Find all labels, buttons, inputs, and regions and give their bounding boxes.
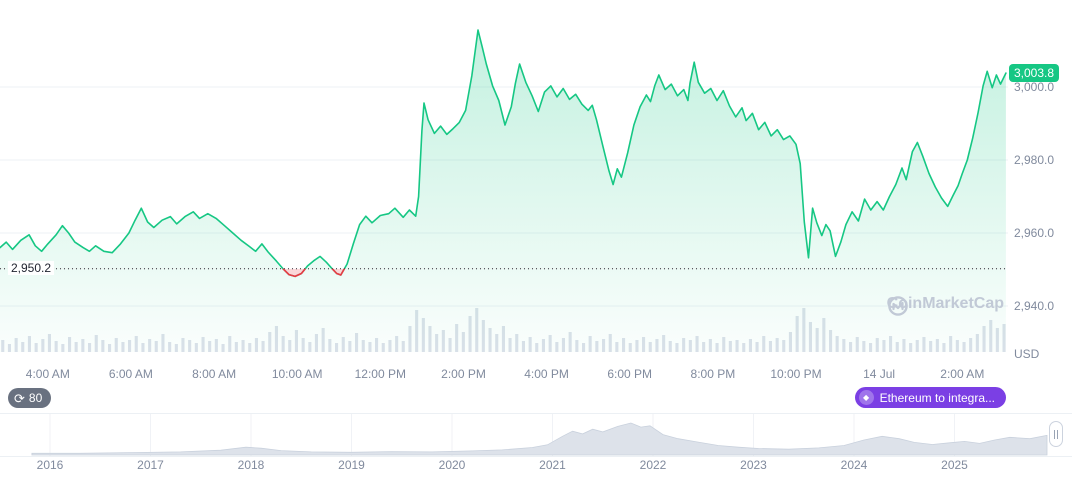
price-axis-label: 2,960.0 [1014, 226, 1055, 240]
time-axis-label: 8:00 PM [690, 367, 736, 381]
time-axis-label: 10:00 PM [770, 367, 822, 381]
news-flash-badge[interactable]: ◆ Ethereum to integra... [854, 387, 1006, 408]
time-axis-label: 10:00 AM [271, 367, 323, 381]
year-axis-label: 2019 [338, 458, 365, 472]
year-axis-label: 2016 [36, 458, 64, 472]
year-axis-label: 2017 [137, 458, 164, 472]
price-area-fill [0, 30, 1006, 352]
time-axis-label: 2:00 AM [940, 367, 985, 381]
year-axis: 2016 2017 2018 2019 2020 2021 2022 2023 2024 2025 [0, 458, 1072, 476]
price-axis-label: 2,980.0 [1014, 153, 1055, 167]
time-axis-label: 6:00 AM [108, 367, 153, 381]
open-price-label: 2,950.2 [8, 261, 55, 275]
year-axis-label: 2024 [840, 458, 868, 472]
time-axis-label: 2:00 PM [441, 367, 486, 381]
range-navigator[interactable] [0, 413, 1072, 457]
time-axis: 4:00 AM 6:00 AM 8:00 AM 10:00 AM 12:00 PM 2:0… [0, 367, 1008, 385]
navigator-canvas[interactable] [0, 414, 1072, 456]
coinmarketcap-watermark: CoinMarketCap [886, 295, 1004, 316]
coinmarketcap-logo-icon [887, 296, 908, 316]
year-axis-label: 2021 [539, 458, 566, 472]
news-flash-text: Ethereum to integra... [879, 390, 995, 405]
price-chart-canvas[interactable] [0, 0, 1008, 352]
current-price-badge: 3,003.8 [1009, 64, 1060, 83]
year-axis-label: 2023 [740, 458, 767, 472]
time-axis-label: 14 Jul [863, 367, 896, 381]
year-axis-label: 2018 [237, 458, 265, 472]
watermark-text: CoinMarketCap [886, 295, 1004, 312]
time-axis-label: 8:00 AM [192, 367, 237, 381]
time-axis-label: 4:00 PM [524, 367, 569, 381]
main-chart-plot[interactable]: 2,950.2 CoinMarketCap [0, 0, 1008, 352]
currency-label: USD [1014, 347, 1040, 361]
year-axis-label: 2025 [941, 458, 968, 472]
price-line [0, 29, 1007, 278]
year-axis-label: 2022 [639, 458, 667, 472]
navigator-area [31, 422, 1048, 456]
price-axis-label: 2,940.0 [1014, 299, 1055, 313]
time-axis-label: 12:00 PM [354, 367, 406, 381]
navigator-handle[interactable] [1049, 421, 1063, 447]
year-axis-label: 2020 [438, 458, 466, 472]
time-axis-label: 6:00 PM [607, 367, 653, 381]
ethereum-icon: ◆ [858, 390, 874, 405]
price-axis-label: 3,000.0 [1014, 80, 1055, 94]
countdown-value: 80 [28, 391, 43, 405]
time-axis-label: 4:00 AM [25, 367, 70, 381]
price-axis[interactable]: 3,003.8 3,000.0 2,980.0 2,960.0 2,940.0 USD [1008, 0, 1072, 362]
update-countdown-badge[interactable]: ⟳ 80 [8, 388, 52, 408]
history-icon: ⟳ [14, 390, 25, 406]
